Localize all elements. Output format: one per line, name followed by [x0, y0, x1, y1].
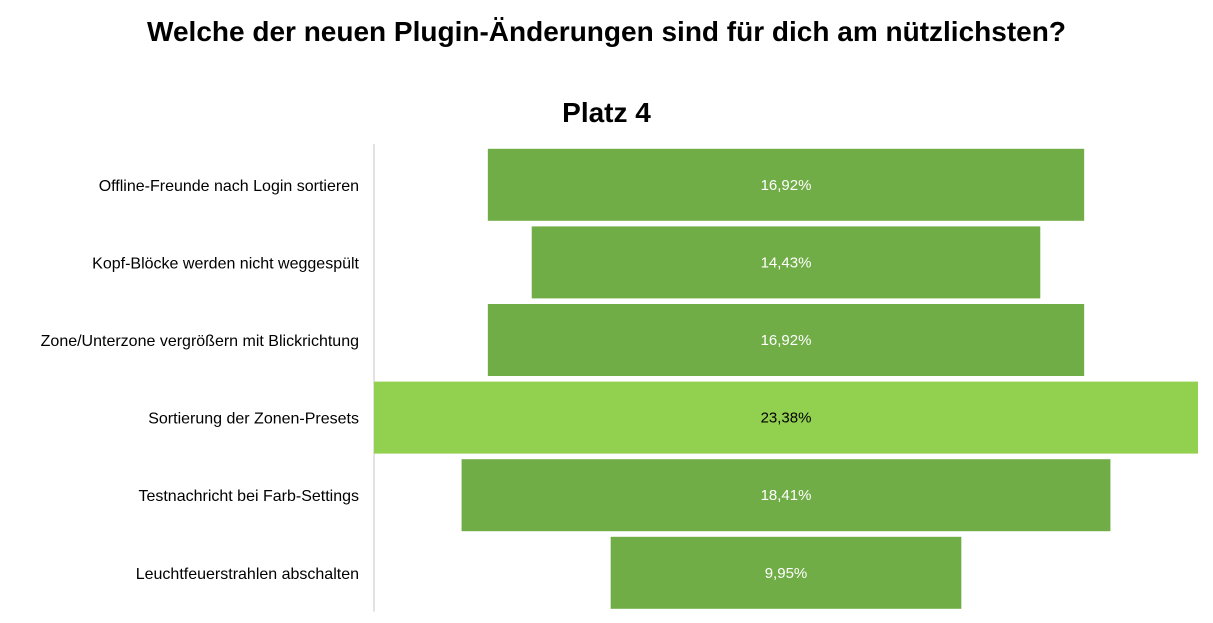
category-label: Offline-Freunde nach Login sortieren — [99, 178, 359, 195]
bar — [374, 381, 1198, 454]
category-label: Sortierung der Zonen-Presets — [148, 411, 359, 428]
category-label: Leuchtfeuerstrahlen abschalten — [136, 566, 359, 583]
data-label: 14,43% — [761, 254, 812, 271]
data-label: 16,92% — [761, 332, 812, 349]
data-label: 9,95% — [765, 565, 808, 582]
data-label: 16,92% — [761, 177, 812, 194]
category-label: Testnachricht bei Farb-Settings — [138, 488, 359, 505]
chart-title: Welche der neuen Plugin-Änderungen sind … — [147, 16, 1066, 47]
data-label: 23,38% — [761, 410, 812, 427]
bar — [531, 226, 1041, 299]
bar — [461, 459, 1111, 532]
bar — [487, 304, 1085, 376]
category-label: Zone/Unterzone vergrößern mit Blickricht… — [41, 333, 359, 350]
category-label: Kopf-Blöcke werden nicht weggespült — [92, 255, 359, 272]
bar — [487, 148, 1085, 221]
data-label: 18,41% — [761, 487, 812, 504]
bar — [610, 536, 962, 609]
chart-subtitle: Platz 4 — [562, 97, 651, 128]
